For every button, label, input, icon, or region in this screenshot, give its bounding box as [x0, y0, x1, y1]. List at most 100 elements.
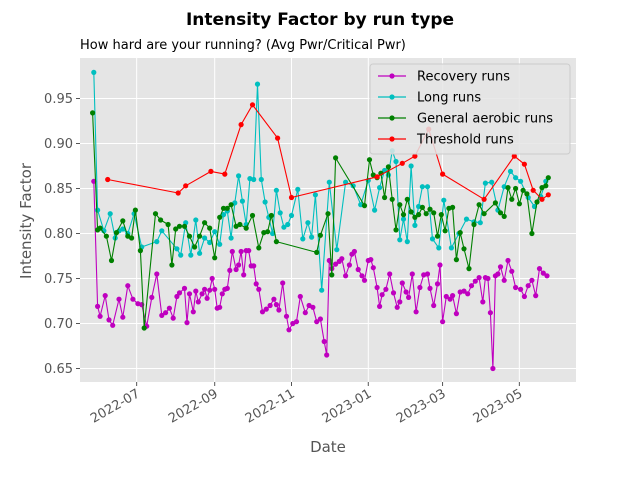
long-runs-point: [285, 221, 291, 228]
recovery-runs-point: [417, 284, 423, 291]
general-aerobic-runs-point: [457, 230, 463, 236]
general-aerobic-runs-point: [408, 209, 414, 215]
recovery-runs-point: [355, 266, 361, 273]
long-runs-point: [424, 184, 431, 190]
threshold-runs-point: [288, 194, 295, 201]
recovery-runs-point: [453, 311, 459, 317]
series-layer: [90, 69, 551, 372]
long-runs-point: [429, 236, 436, 242]
recovery-runs-point: [468, 283, 475, 289]
threshold-runs-series: [105, 102, 551, 202]
long-runs-point: [489, 179, 495, 185]
long-runs-point: [326, 179, 332, 185]
long-runs-point: [254, 81, 261, 87]
general-aerobic-runs-point: [192, 244, 198, 250]
long-runs-point: [107, 211, 113, 217]
recovery-runs-point: [219, 291, 225, 297]
recovery-runs-point: [368, 257, 374, 263]
recovery-runs-point: [533, 293, 539, 299]
general-aerobic-runs-point: [505, 185, 511, 191]
general-aerobic-runs-point: [113, 230, 120, 236]
general-aerobic-runs-point: [442, 228, 448, 234]
chart-subtitle: How hard are your running? (Avg Pwr/Crit…: [80, 38, 406, 53]
long-runs-point: [281, 224, 287, 230]
general-aerobic-runs-point: [427, 206, 433, 212]
recovery-runs-point: [440, 319, 446, 325]
recovery-runs-point: [280, 280, 286, 286]
recovery-runs-point: [217, 304, 223, 310]
long-runs-point: [236, 173, 242, 179]
recovery-runs-point: [480, 299, 486, 305]
recovery-runs-point: [212, 286, 218, 292]
long-runs-point: [270, 230, 276, 237]
long-runs-point: [154, 239, 160, 245]
threshold-runs-point: [374, 174, 380, 180]
general-aerobic-runs-point: [256, 245, 262, 251]
recovery-runs-point: [314, 319, 320, 325]
recovery-runs-point: [286, 327, 292, 333]
general-aerobic-runs-point: [90, 110, 96, 116]
recovery-runs-point: [343, 273, 349, 279]
general-aerobic-runs-point: [524, 191, 530, 197]
general-aerobic-runs-point: [419, 204, 425, 210]
recovery-runs-point: [302, 310, 308, 316]
general-aerobic-runs-point: [329, 272, 335, 278]
recovery-runs-point: [263, 306, 269, 312]
long-runs-point: [197, 250, 203, 256]
y-tick-label: 0.90: [44, 137, 73, 152]
long-runs-point: [309, 234, 315, 240]
recovery-runs-point: [387, 271, 393, 277]
recovery-runs-point: [497, 264, 504, 270]
recovery-runs-point: [509, 268, 515, 274]
recovery-runs-point: [324, 352, 330, 358]
long-runs-point: [312, 192, 318, 198]
recovery-runs-point: [413, 309, 419, 315]
recovery-runs-point: [170, 315, 176, 321]
threshold-runs-point: [511, 153, 517, 159]
long-runs-point: [295, 186, 301, 192]
general-aerobic-runs-point: [176, 223, 183, 229]
long-runs-point: [513, 175, 519, 181]
recovery-runs-point: [159, 312, 165, 318]
recovery-runs-point: [293, 319, 300, 325]
recovery-runs-point: [443, 293, 449, 300]
general-aerobic-runs-point: [431, 210, 437, 216]
y-axis-label: Intensity Factor: [17, 162, 35, 279]
y-axis-ticks: 0.65 0.70 0.75 0.80 0.85 0.90 0.95: [44, 92, 80, 377]
recovery-runs-point: [149, 294, 155, 300]
recovery-runs-point: [102, 293, 108, 299]
recovery-runs-point: [176, 290, 183, 296]
general-aerobic-runs-point: [169, 262, 175, 268]
general-aerobic-runs-point: [501, 213, 507, 219]
recovery-runs-point: [236, 262, 242, 268]
general-aerobic-runs-point: [382, 194, 388, 201]
recovery-runs-point: [273, 302, 279, 308]
long-runs-point: [178, 252, 184, 258]
long-runs-point: [463, 216, 470, 222]
recovery-runs-point: [241, 272, 247, 278]
recovery-runs-point: [120, 314, 126, 320]
recovery-runs-point: [193, 288, 199, 294]
long-runs-point: [217, 241, 223, 247]
recovery-runs-point: [374, 284, 380, 291]
recovery-runs-point: [276, 307, 282, 313]
general-aerobic-runs-point: [404, 196, 410, 202]
recovery-runs-point: [379, 292, 385, 298]
general-aerobic-runs-point: [325, 211, 331, 217]
recovery-runs-point: [394, 304, 400, 310]
threshold-runs-point: [105, 176, 111, 183]
recovery-runs-point: [224, 285, 230, 291]
recovery-runs-point: [434, 281, 441, 287]
threshold-runs-point: [545, 192, 551, 198]
long-runs-point: [212, 229, 218, 235]
legend-label-long-runs: Long runs: [417, 91, 481, 106]
recovery-runs-point: [424, 271, 431, 277]
general-aerobic-runs-point: [393, 227, 399, 233]
general-aerobic-runs-point: [141, 325, 147, 331]
recovery-runs-point: [359, 273, 365, 279]
general-aerobic-runs-point: [158, 217, 164, 223]
recovery-runs-point: [544, 273, 550, 279]
recovery-runs-point: [370, 265, 376, 271]
recovery-runs-point: [525, 283, 531, 289]
